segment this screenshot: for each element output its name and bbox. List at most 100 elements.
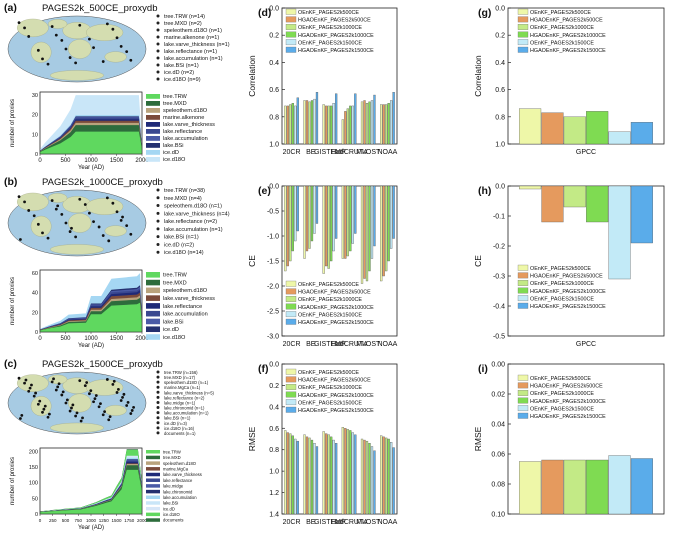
legend-label: speleothem.d18O (n=1) bbox=[164, 204, 222, 210]
bar bbox=[291, 435, 294, 515]
legend-label: lake.accumulation (n=1) bbox=[164, 411, 209, 416]
legend-marker bbox=[156, 406, 160, 410]
proxy-marker bbox=[97, 225, 101, 229]
legend-swatch bbox=[146, 326, 160, 333]
proxy-marker bbox=[129, 58, 133, 62]
legend-label: ice.d18O (n=16) bbox=[164, 426, 195, 431]
proxy-marker bbox=[119, 399, 123, 402]
world-map bbox=[7, 15, 147, 83]
x-tick-label: 0 bbox=[38, 158, 42, 164]
proxy-marker bbox=[38, 399, 42, 403]
bar bbox=[370, 185, 374, 259]
legend-label: lake.midge (n=1) bbox=[164, 400, 196, 405]
legend: OEnKF_PAGES2k500CEHGAOEnKF_PAGES2k500CEO… bbox=[517, 264, 606, 310]
bar bbox=[586, 111, 609, 145]
bar bbox=[341, 427, 344, 515]
legend-label: OEnKF_PAGES2k1000CE bbox=[298, 25, 362, 31]
area-layer bbox=[40, 469, 142, 514]
bar bbox=[315, 446, 319, 515]
legend-label: HGAOEnKF_PAGES2k1000CE bbox=[298, 305, 374, 311]
legend-label: OEnKF_PAGES2k500CE bbox=[298, 370, 359, 376]
y-tick-label: 1.0 bbox=[269, 469, 279, 476]
proxy-marker bbox=[60, 213, 64, 216]
y-tick-label: 0 bbox=[35, 512, 38, 518]
plot-frame bbox=[507, 185, 665, 337]
bar bbox=[365, 185, 369, 282]
legend-marker bbox=[156, 204, 160, 208]
panel-label: (d) bbox=[258, 7, 271, 19]
legend-label: OEnKF_PAGES2k500CE bbox=[298, 282, 359, 288]
bar bbox=[382, 436, 385, 515]
y-tick-label: -0.3 bbox=[493, 274, 505, 281]
proxy-marker bbox=[101, 413, 105, 417]
bar bbox=[344, 111, 347, 145]
legend-label: ice.dD (n=3) bbox=[164, 421, 188, 426]
proxy-marker bbox=[105, 196, 109, 200]
legend-marker bbox=[156, 219, 160, 223]
bar bbox=[322, 104, 325, 145]
panel-label: (e) bbox=[258, 185, 271, 197]
bar bbox=[286, 185, 289, 267]
bar bbox=[380, 104, 383, 145]
x-category-label: 20CR bbox=[283, 519, 301, 526]
proxy-marker bbox=[24, 378, 28, 382]
y-tick-label: 1.0 bbox=[269, 142, 279, 149]
legend-marker bbox=[156, 250, 160, 254]
proxy-marker bbox=[83, 384, 87, 388]
bar bbox=[327, 105, 330, 145]
legend-label: HGAOEnKF_PAGES2k500CE bbox=[530, 18, 603, 24]
proxy-marker bbox=[23, 200, 26, 204]
proxy-marker bbox=[101, 60, 105, 63]
y-tick-label: 0.02 bbox=[491, 392, 505, 399]
y-tick-label: 0.8 bbox=[495, 114, 505, 121]
y-axis-label: Correlation bbox=[247, 55, 257, 97]
landmass bbox=[50, 422, 104, 433]
y-tick-label: -1.0 bbox=[267, 234, 279, 241]
x-axis-label: Year (AD) bbox=[78, 165, 104, 171]
x-tick-label: 2000 bbox=[135, 336, 149, 342]
proxy-marker bbox=[130, 409, 134, 412]
x-tick-label: 250 bbox=[49, 518, 57, 523]
bar bbox=[363, 100, 366, 145]
panel-label: (b) bbox=[4, 176, 17, 188]
bar bbox=[284, 430, 287, 515]
bar bbox=[382, 185, 385, 277]
area-layer bbox=[40, 131, 142, 154]
bar bbox=[335, 443, 338, 515]
bar bbox=[332, 439, 335, 515]
x-tick-label: 1250 bbox=[99, 518, 110, 523]
legend-swatch bbox=[517, 287, 529, 294]
y-axis-label: RMSE bbox=[247, 426, 257, 451]
legend-label: tree.MXD (n=17) bbox=[164, 375, 196, 380]
proxy-marker bbox=[32, 394, 36, 398]
bar bbox=[541, 185, 564, 223]
legend-label: ice.dD bbox=[163, 506, 175, 511]
legend-label: lake.BSi bbox=[163, 143, 184, 149]
bar bbox=[519, 185, 542, 190]
proxy-marker bbox=[50, 199, 54, 202]
proxy-marker bbox=[36, 402, 40, 406]
bar bbox=[286, 432, 289, 515]
y-tick-label: 1.0 bbox=[495, 142, 505, 149]
legend-swatch bbox=[517, 272, 529, 279]
legend: OEnKF_PAGES2k500CEHGAOEnKF_PAGES2k500CEO… bbox=[517, 8, 606, 54]
legend-swatch bbox=[517, 390, 529, 396]
y-tick-label: -0.5 bbox=[493, 334, 505, 341]
legend-marker bbox=[156, 370, 160, 374]
bar-panel-h: (h) 0.0 -0.1 -0.2 -0.3 -0.4 -0.5 CE GPCC OEnKF_PA… bbox=[473, 184, 665, 348]
legend-label: HGAOEnKF_PAGES2k1000CE bbox=[298, 393, 374, 399]
legend-swatch bbox=[517, 412, 529, 419]
y-tick-label: 150 bbox=[29, 465, 38, 471]
x-tick-label: 0 bbox=[39, 518, 42, 523]
bar bbox=[284, 185, 287, 272]
legend-label: lake.accumulation bbox=[163, 495, 197, 500]
proxy-marker bbox=[50, 25, 54, 28]
bar bbox=[385, 437, 388, 515]
legend-swatch bbox=[285, 280, 297, 287]
bar bbox=[349, 185, 352, 252]
legend-label: lake.varve_thickness bbox=[163, 122, 215, 128]
bar bbox=[563, 459, 586, 515]
bar bbox=[354, 434, 357, 515]
legend-swatch bbox=[146, 101, 160, 106]
y-tick-label: -3.0 bbox=[267, 334, 279, 341]
